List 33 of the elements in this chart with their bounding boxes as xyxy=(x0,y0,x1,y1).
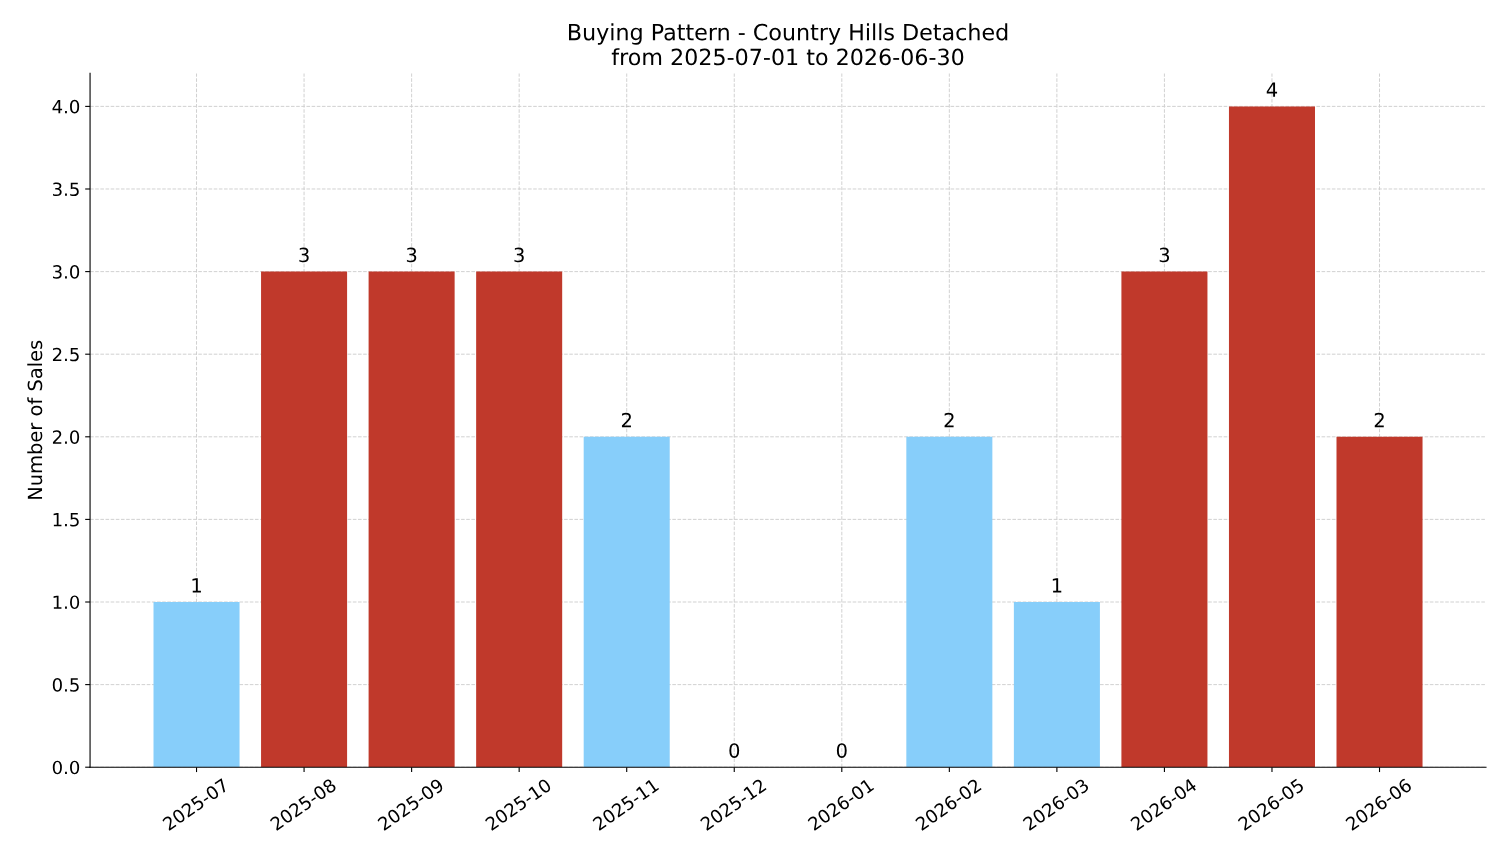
data-label: 0 xyxy=(729,743,740,758)
bar xyxy=(906,436,993,768)
bar xyxy=(1336,436,1423,768)
bar xyxy=(476,271,563,768)
bar xyxy=(1121,271,1208,768)
chart-title: Buying Pattern - Country Hills Detached from 2025-07-01 to 2026-06-30 xyxy=(569,23,1008,66)
bar xyxy=(1013,602,1100,768)
y-tick-label: 1.5 xyxy=(53,513,79,527)
data-label: 2 xyxy=(1374,412,1384,428)
data-label: 1 xyxy=(1052,578,1062,593)
y-tick-label: 4.0 xyxy=(52,99,80,114)
bar xyxy=(153,602,240,768)
bar xyxy=(261,271,348,768)
y-tick-label: 3.5 xyxy=(53,182,79,197)
bar xyxy=(1228,106,1315,768)
y-tick-label: 0.5 xyxy=(52,678,79,692)
data-label: 4 xyxy=(1266,82,1278,97)
bar xyxy=(368,271,455,768)
data-label: 3 xyxy=(514,247,524,263)
y-axis-title: Number of Sales xyxy=(27,340,43,499)
y-tick-label: 3.0 xyxy=(53,265,80,279)
y-tick-label: 1.0 xyxy=(53,595,80,610)
y-tick-label: 2.5 xyxy=(52,347,79,362)
data-label: 2 xyxy=(621,412,631,428)
data-label: 3 xyxy=(299,247,309,263)
data-label: 3 xyxy=(406,247,417,263)
y-tick-label: 0.0 xyxy=(52,760,80,775)
data-label: 2 xyxy=(944,412,954,428)
data-label: 0 xyxy=(836,743,847,758)
y-tick-label: 2.0 xyxy=(52,430,80,444)
data-label: 1 xyxy=(192,578,201,593)
bar xyxy=(583,436,670,768)
data-label: 3 xyxy=(1159,247,1170,263)
